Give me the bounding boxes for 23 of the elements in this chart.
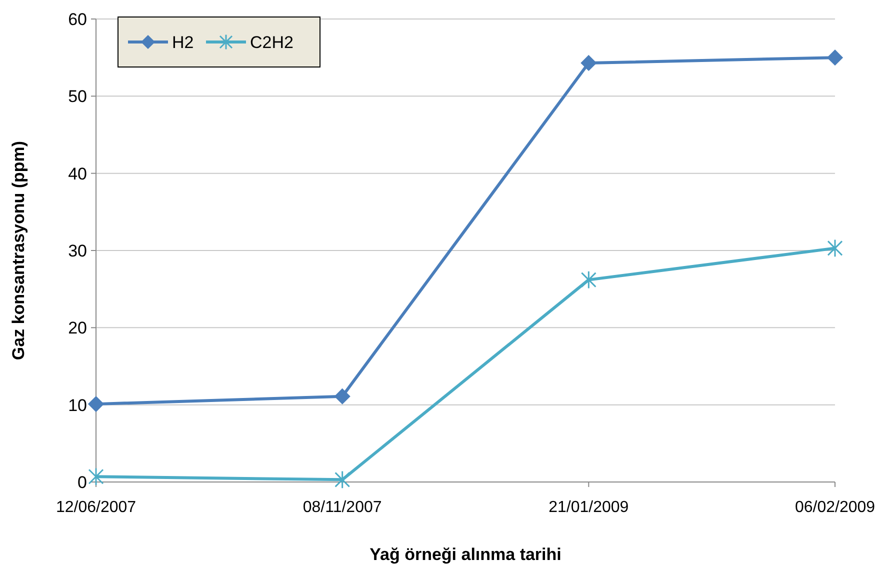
y-tick-label: 40 bbox=[68, 164, 87, 184]
x-tick-label: 06/02/2009 bbox=[794, 499, 876, 516]
legend-label: C2H2 bbox=[250, 33, 294, 52]
y-tick-label: 30 bbox=[68, 242, 87, 260]
x-tick-label: 12/06/2007 bbox=[56, 499, 136, 516]
point bbox=[88, 396, 104, 412]
y-axis-title: Gaz konsantrasyonu (ppm) bbox=[9, 140, 28, 360]
y-tick-label: 0 bbox=[78, 473, 87, 492]
point bbox=[827, 50, 843, 66]
point bbox=[334, 470, 350, 489]
y-tick-label: 20 bbox=[68, 318, 87, 338]
point bbox=[88, 467, 104, 486]
x-tick-label: 08/11/2007 bbox=[302, 499, 382, 516]
y-tick-label: 10 bbox=[68, 396, 87, 415]
legend-label: H2 bbox=[172, 33, 194, 52]
point bbox=[827, 239, 843, 258]
point bbox=[580, 55, 596, 71]
y-tick-label: 50 bbox=[68, 87, 87, 106]
x-tick-label: 21/01/2009 bbox=[548, 499, 629, 516]
point bbox=[580, 270, 596, 289]
y-tick-label: 60 bbox=[68, 10, 87, 29]
point bbox=[334, 388, 350, 404]
x-axis-title: Yağ örneği alınma tarihi bbox=[370, 545, 562, 564]
